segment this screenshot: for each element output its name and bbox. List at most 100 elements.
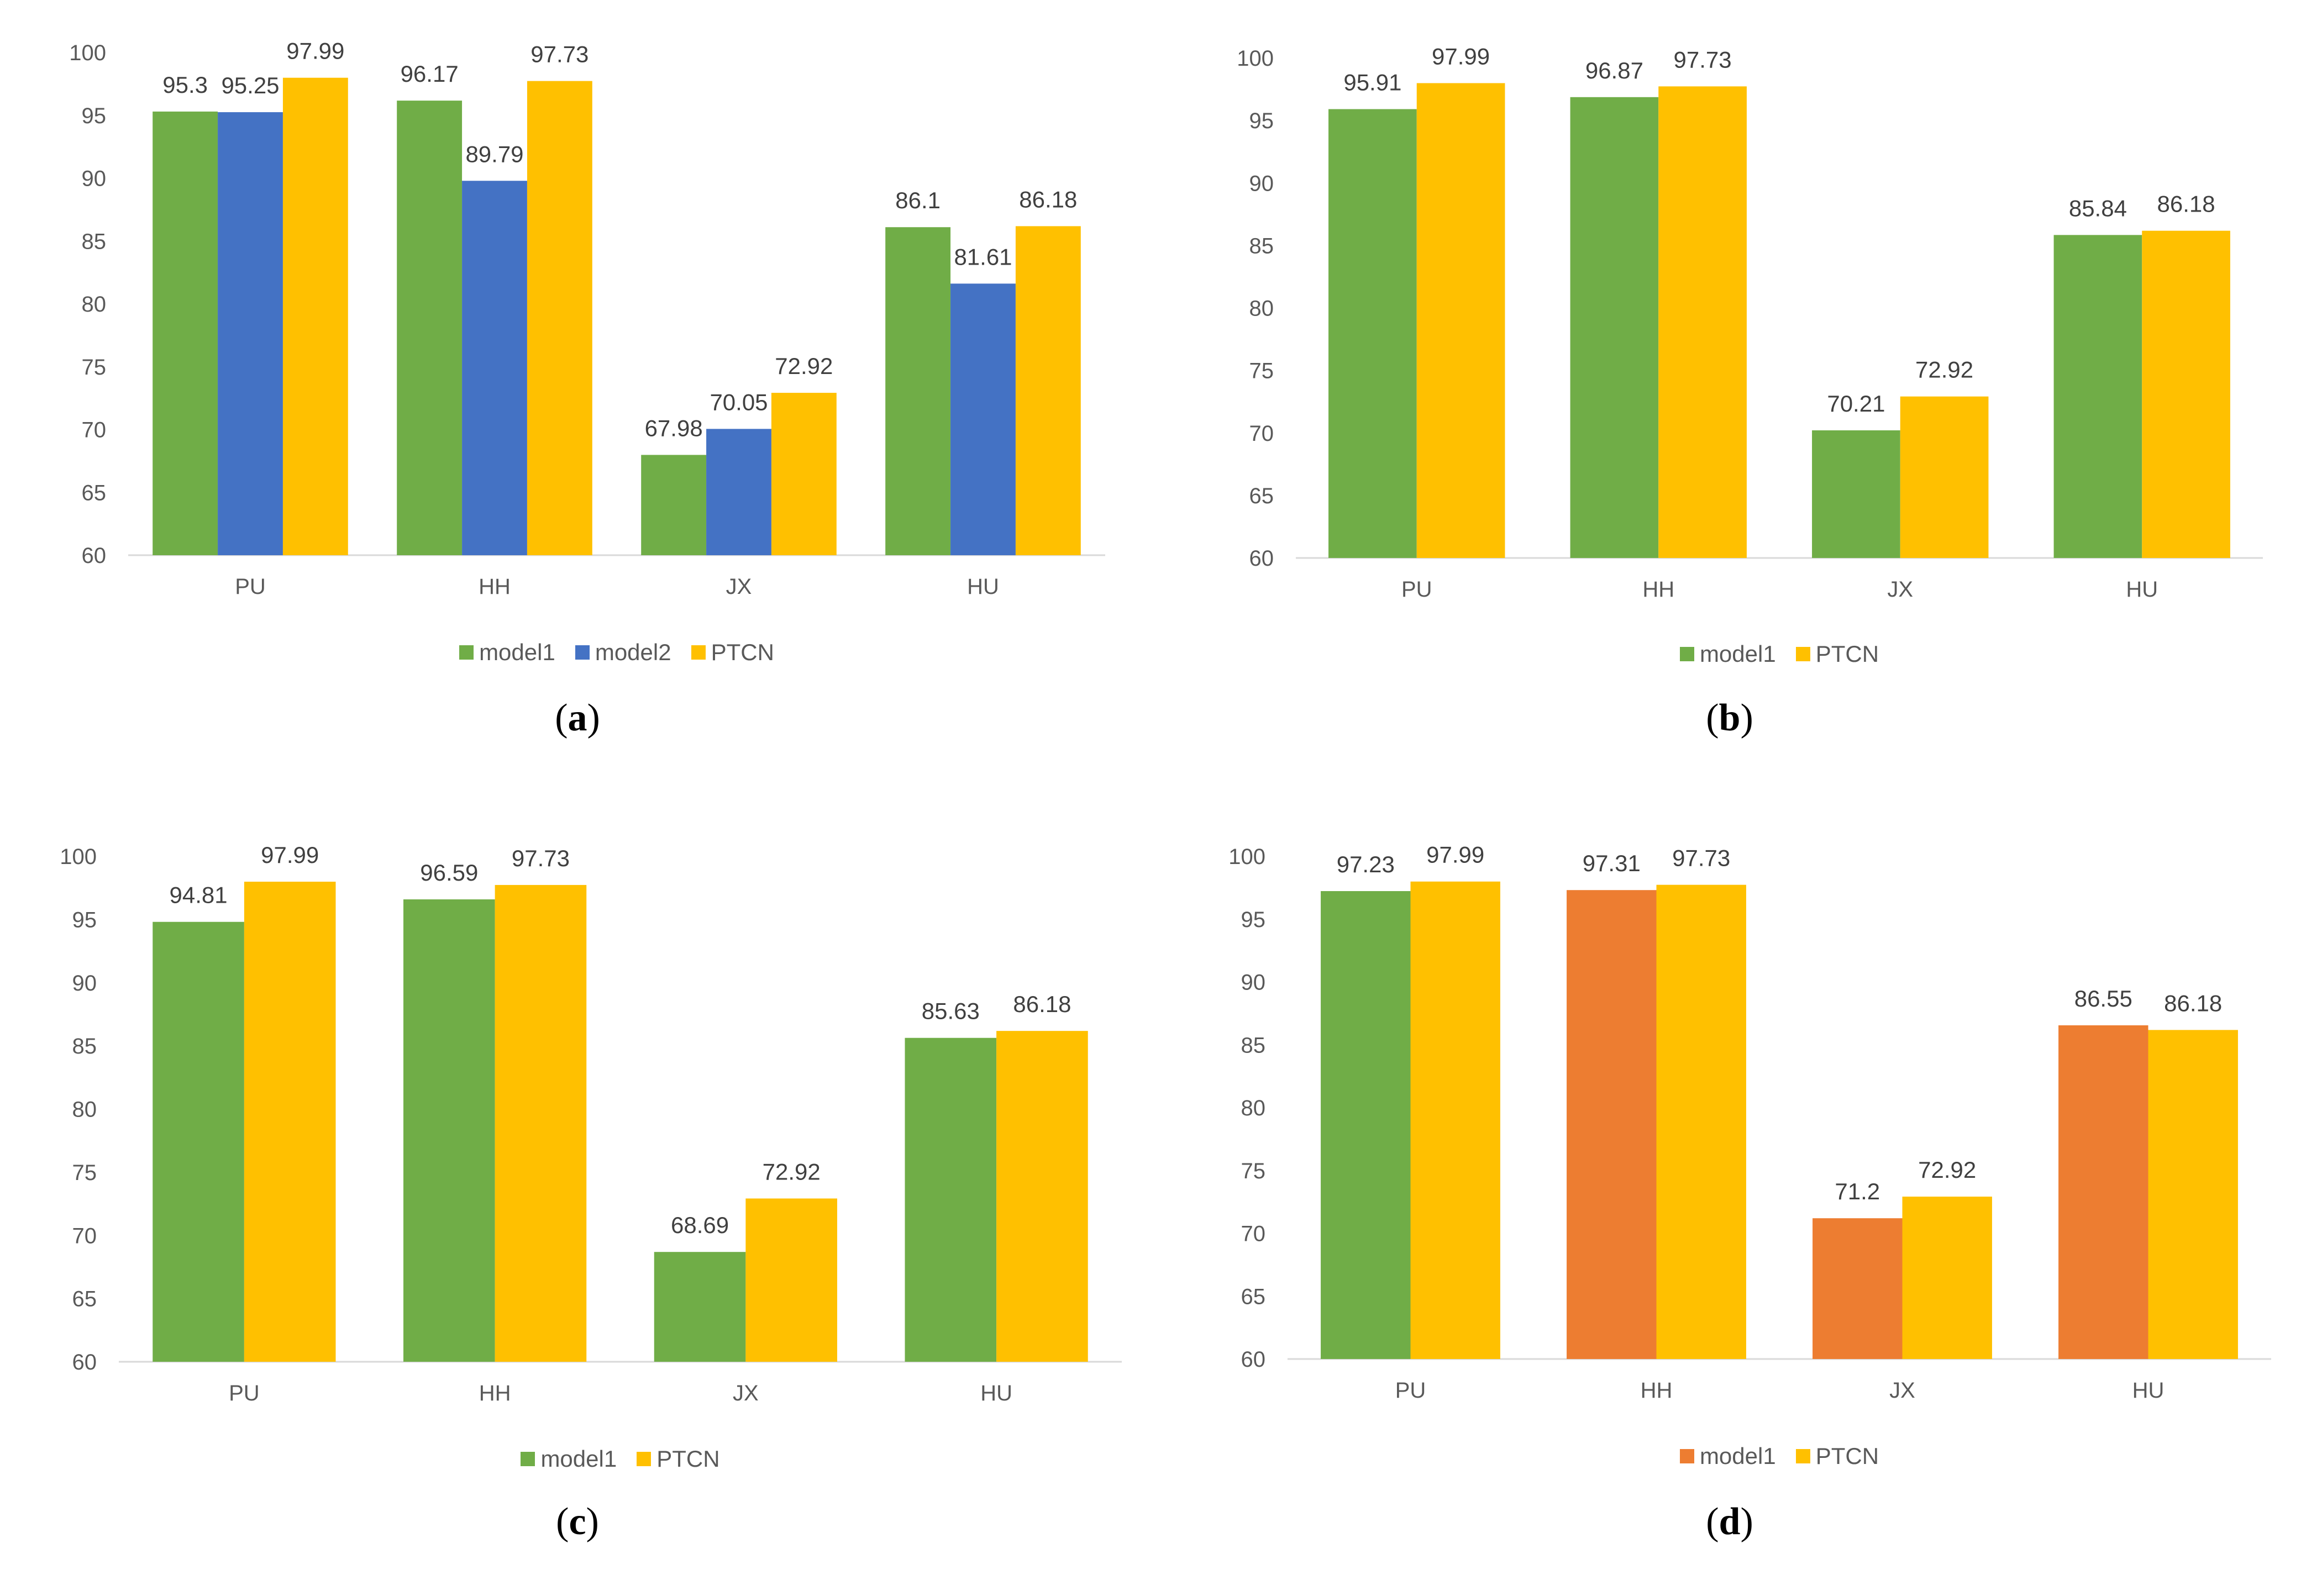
y-tick-label: 100 [1237, 46, 1274, 71]
legend: model1 PTCN [119, 1446, 1122, 1472]
y-tick-label: 90 [1241, 971, 1266, 995]
data-label: 97.73 [1672, 845, 1730, 871]
legend: model1 PTCN [1296, 641, 2263, 667]
legend-item: PTCN [1795, 1443, 1879, 1469]
data-label: 71.2 [1835, 1178, 1880, 1204]
chart-panel-d: 60 65 70 75 80 85 90 95 100 PU 97.23 97.99 HH 97.31 97… [1228, 842, 2271, 1403]
data-label: 97.73 [512, 845, 570, 871]
legend-label: model1 [479, 639, 555, 665]
panel-letter: d [1719, 1500, 1741, 1543]
legend-item: model1 [1679, 1443, 1776, 1469]
bar-PTCN [282, 77, 348, 556]
y-tick-label: 60 [82, 544, 107, 568]
data-label: 97.99 [286, 38, 344, 64]
x-tick-label: HH [479, 1381, 511, 1405]
data-label: 86.1 [895, 187, 941, 213]
y-tick-label: 80 [1249, 297, 1274, 321]
bar-PTCN [2142, 230, 2230, 558]
data-label: 95.3 [162, 72, 208, 98]
data-label: 96.87 [1585, 57, 1643, 83]
legend-swatch [1795, 647, 1810, 661]
legend-label: model2 [595, 639, 671, 665]
data-label: 72.92 [763, 1158, 821, 1184]
data-label: 97.73 [1674, 46, 1732, 72]
bar-model1 [1321, 891, 1411, 1359]
data-label: 85.84 [2069, 195, 2127, 221]
legend-swatch [637, 1452, 652, 1466]
legend-swatch [575, 645, 590, 660]
x-tick-label: PU [1395, 1378, 1426, 1403]
data-label: 97.99 [1426, 842, 1484, 868]
bar-PTCN [1015, 226, 1081, 555]
y-tick-label: 100 [60, 845, 97, 869]
y-tick-label: 60 [1241, 1347, 1266, 1372]
bar-PTCN [1902, 1197, 1992, 1359]
y-tick-label: 90 [1249, 171, 1274, 196]
panel-letter: c [569, 1500, 586, 1543]
bar-PTCN [996, 1031, 1088, 1362]
legend-label: model1 [540, 1446, 617, 1472]
data-label: 85.63 [922, 998, 980, 1024]
y-tick-label: 85 [1249, 234, 1274, 258]
bar-model1 [641, 455, 707, 555]
bar-model1 [1813, 1218, 1903, 1359]
y-tick-label: 65 [1241, 1284, 1266, 1309]
bar-PTCN [244, 881, 336, 1362]
y-tick-label: 60 [72, 1350, 97, 1374]
bar-PTCN [495, 884, 587, 1362]
data-label: 67.98 [645, 415, 703, 441]
data-label: 96.59 [420, 860, 478, 886]
data-label: 70.21 [1827, 391, 1885, 417]
bar-model1 [2053, 235, 2142, 558]
y-tick-label: 80 [82, 292, 107, 317]
bar-model1 [153, 921, 244, 1362]
legend-label: model1 [1699, 641, 1776, 667]
legend-item: PTCN [691, 639, 774, 666]
x-tick-label: HU [2126, 577, 2158, 602]
panel-caption: (a) [555, 697, 600, 739]
y-tick-label: 75 [1241, 1159, 1266, 1183]
data-label: 72.92 [1918, 1157, 1976, 1183]
bar-model1 [1328, 109, 1417, 558]
data-label: 86.18 [1013, 991, 1071, 1017]
data-label: 68.69 [671, 1212, 729, 1238]
bar-model1 [654, 1252, 746, 1362]
data-label: 97.31 [1583, 850, 1641, 876]
data-label: 86.18 [2164, 990, 2222, 1016]
bar-PTCN [1656, 884, 1746, 1359]
legend-swatch [1679, 1449, 1694, 1463]
y-tick-label: 95 [1241, 908, 1266, 932]
y-tick-label: 60 [1249, 546, 1274, 571]
legend-label: PTCN [1815, 1443, 1879, 1469]
bar-model1 [1570, 97, 1659, 558]
data-label: 97.99 [1432, 43, 1490, 69]
legend-swatch [1795, 1449, 1810, 1463]
data-label: 81.61 [954, 244, 1012, 270]
bar-PTCN [771, 393, 837, 555]
legend-swatch [1679, 647, 1694, 661]
x-tick-label: JX [1887, 577, 1913, 602]
legend-item: model1 [521, 1446, 617, 1472]
y-tick-label: 70 [1241, 1222, 1266, 1246]
y-tick-label: 85 [82, 229, 107, 254]
data-label: 86.18 [1019, 186, 1077, 212]
bar-model1 [905, 1037, 997, 1362]
y-tick-label: 65 [72, 1287, 97, 1311]
y-tick-label: 80 [1241, 1096, 1266, 1120]
legend-label: PTCN [656, 1446, 720, 1472]
y-tick-label: 80 [72, 1098, 97, 1122]
x-tick-label: JX [733, 1381, 759, 1405]
chart-panel-b: 60 65 70 75 80 85 90 95 100 PU 95.91 97.99 HH 96.87 97… [1237, 43, 2263, 602]
bar-model1 [403, 899, 495, 1362]
x-tick-label: PU [229, 1381, 260, 1405]
legend-label: PTCN [1815, 641, 1879, 667]
bar-PTCN [745, 1198, 837, 1362]
data-label: 94.81 [170, 882, 228, 908]
x-tick-label: PU [235, 575, 266, 599]
data-label: 86.55 [2074, 986, 2132, 1012]
legend: model1 model2 PTCN [128, 639, 1105, 666]
data-label: 86.18 [2157, 191, 2215, 217]
chart-panel-a: 60 65 70 75 80 85 90 95 100 PU 95.3 95.25 97.99 HH 96.… [69, 38, 1105, 599]
